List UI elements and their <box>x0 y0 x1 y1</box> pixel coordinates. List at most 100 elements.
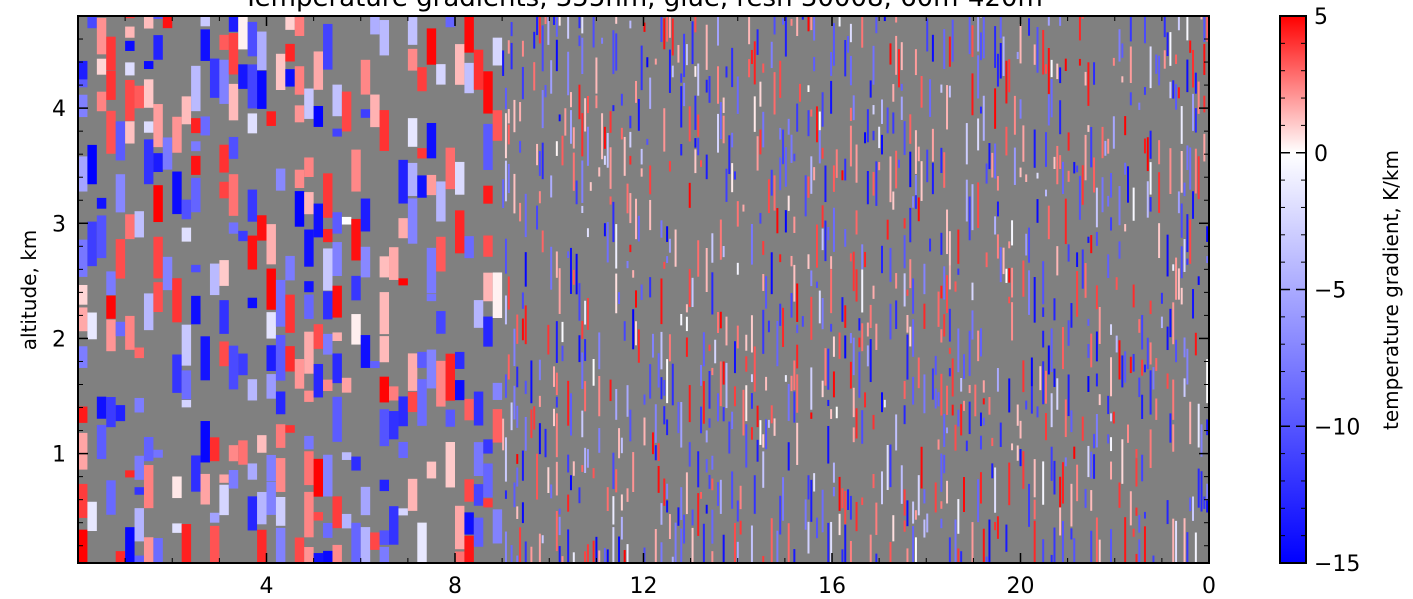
heatmap-cell <box>1158 55 1161 86</box>
heatmap-cell <box>1149 130 1152 159</box>
heatmap-cell <box>1039 366 1042 391</box>
heatmap-cell <box>1030 357 1033 387</box>
heatmap-cell <box>830 323 833 332</box>
heatmap-cell <box>555 321 558 363</box>
heatmap-cell <box>323 23 333 70</box>
heatmap-cell <box>219 181 229 199</box>
heatmap-cell <box>951 358 954 397</box>
heatmap-cell <box>796 374 799 413</box>
heatmap-cell <box>553 408 555 427</box>
heatmap-cell <box>1093 62 1096 85</box>
heatmap-cell <box>153 449 163 458</box>
heatmap-cell <box>1141 454 1144 482</box>
heatmap-cell <box>598 375 601 417</box>
heatmap-cell <box>903 235 906 269</box>
heatmap-cell <box>1203 95 1206 113</box>
heatmap-cell <box>629 20 632 29</box>
heatmap-cell <box>1110 461 1113 480</box>
heatmap-cell <box>1081 16 1084 19</box>
heatmap-cell <box>445 353 455 401</box>
heatmap-cell <box>832 23 835 66</box>
heatmap-cell <box>951 19 954 62</box>
heatmap-cell <box>668 161 671 172</box>
heatmap-cell <box>304 88 314 119</box>
heatmap-cell <box>767 179 770 214</box>
heatmap-cell <box>516 454 519 464</box>
heatmap-cell <box>275 168 286 191</box>
heatmap-cell <box>657 443 660 462</box>
heatmap-cell <box>977 182 980 228</box>
heatmap-cell <box>934 388 937 409</box>
heatmap-cell <box>1110 173 1113 198</box>
heatmap-cell <box>620 127 623 140</box>
heatmap-cell <box>134 85 144 109</box>
heatmap-cell <box>464 62 474 94</box>
heatmap-cell <box>1203 133 1206 162</box>
heatmap-cell <box>609 147 612 189</box>
heatmap-cell <box>767 419 770 428</box>
heatmap-cell <box>294 191 305 227</box>
heatmap-cell <box>708 370 711 409</box>
heatmap-cell <box>379 479 390 492</box>
heatmap-cell <box>1042 461 1045 505</box>
heatmap-cell <box>162 256 173 291</box>
heatmap-cell <box>685 44 688 66</box>
heatmap-cell <box>782 129 785 165</box>
heatmap-cell <box>1132 284 1135 308</box>
heatmap-cell <box>629 244 632 253</box>
heatmap-cell <box>705 154 708 180</box>
heatmap-cell <box>1177 191 1180 214</box>
heatmap-cell <box>1033 459 1036 498</box>
heatmap-cell <box>436 311 446 334</box>
heatmap-cell <box>782 477 785 521</box>
heatmap-cell <box>106 480 116 515</box>
heatmap-cell <box>417 351 427 368</box>
heatmap-cell <box>629 409 632 442</box>
heatmap-cell <box>1107 395 1110 415</box>
heatmap-cell <box>711 551 714 563</box>
heatmap-cell <box>578 84 581 120</box>
heatmap-cell <box>294 359 305 389</box>
heatmap-cell <box>827 348 830 390</box>
heatmap-cell <box>595 57 598 94</box>
heatmap-cell <box>1186 214 1189 253</box>
heatmap-cell <box>832 371 835 398</box>
heatmap-cell <box>275 458 286 492</box>
heatmap-cell <box>866 322 869 337</box>
heatmap-cell <box>1141 359 1144 376</box>
heatmap-cell <box>519 102 522 122</box>
heatmap-cell <box>436 236 446 272</box>
heatmap-cell <box>881 99 883 124</box>
heatmap-cell <box>748 59 751 78</box>
heatmap-cell <box>1124 517 1127 563</box>
heatmap-cell <box>1028 18 1031 36</box>
heatmap-cell <box>813 16 816 41</box>
heatmap-cell <box>849 333 852 344</box>
heatmap-cell <box>841 170 844 181</box>
heatmap-cell <box>1005 60 1008 104</box>
heatmap-cell <box>979 472 982 504</box>
heatmap-cell <box>818 111 821 131</box>
heatmap-cell <box>694 149 697 174</box>
heatmap-cell <box>1008 378 1011 413</box>
heatmap-cell <box>832 336 835 357</box>
heatmap-cell <box>606 549 609 563</box>
heatmap-cell <box>507 354 510 380</box>
heatmap-cell <box>957 409 960 427</box>
heatmap-cell <box>1061 520 1064 563</box>
heatmap-cell <box>1073 538 1076 563</box>
heatmap-cell <box>584 339 587 362</box>
heatmap-cell <box>483 498 493 508</box>
heatmap-cell <box>705 79 708 93</box>
heatmap-cell <box>609 111 612 133</box>
heatmap-cell <box>581 113 584 157</box>
heatmap-cell <box>507 163 510 194</box>
heatmap-cell <box>719 361 722 407</box>
heatmap-cell <box>581 37 584 75</box>
heatmap-cell <box>1005 126 1008 156</box>
heatmap-cell <box>544 16 547 25</box>
heatmap-cell <box>1011 443 1014 451</box>
heatmap-cell <box>455 380 465 401</box>
heatmap-cell <box>666 500 669 513</box>
heatmap-cell <box>1118 482 1121 508</box>
